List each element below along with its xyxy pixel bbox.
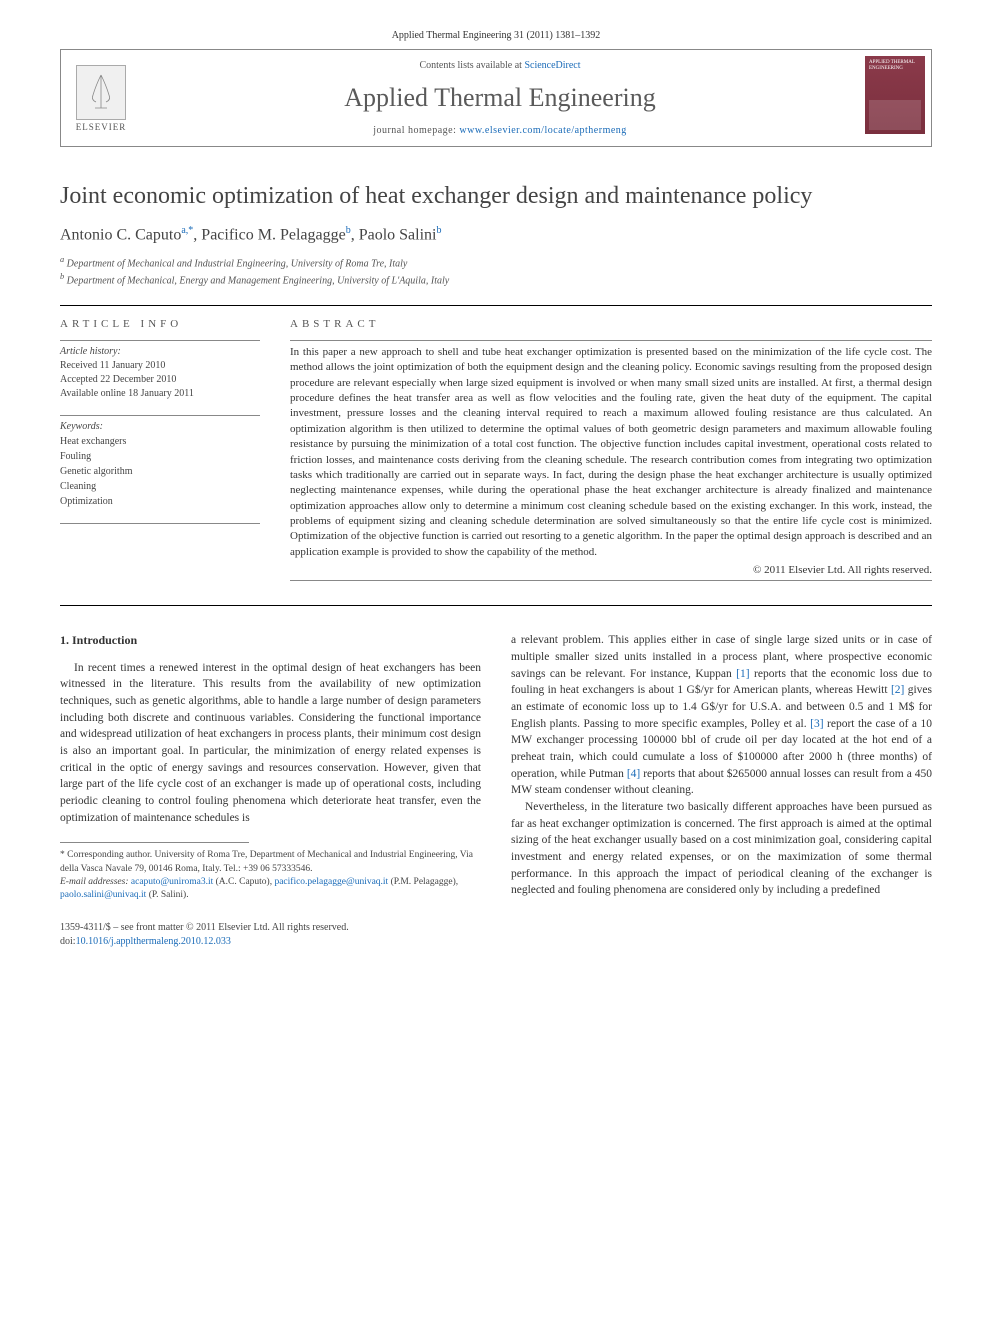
homepage-line: journal homepage: www.elsevier.com/locat… — [151, 125, 849, 136]
aff-text: Department of Mechanical, Energy and Man… — [67, 276, 450, 287]
doi-link[interactable]: 10.1016/j.applthermaleng.2010.12.033 — [76, 936, 231, 947]
doi-line: doi:10.1016/j.applthermaleng.2010.12.033 — [60, 935, 932, 949]
keywords-label: Keywords: — [60, 420, 260, 434]
history-label: Article history: — [60, 345, 260, 359]
ref-link[interactable]: [2] — [891, 684, 904, 696]
doi-prefix: doi: — [60, 936, 76, 947]
author-mark: a,* — [181, 225, 193, 236]
keyword: Heat exchangers — [60, 434, 260, 449]
body-paragraph: a relevant problem. This applies either … — [511, 632, 932, 799]
rule — [60, 605, 932, 606]
history-line: Accepted 22 December 2010 — [60, 373, 260, 387]
footer: 1359-4311/$ – see front matter © 2011 El… — [60, 921, 932, 949]
affiliations: a Department of Mechanical and Industria… — [60, 254, 932, 289]
rule — [290, 340, 932, 341]
article-info: ARTICLE INFO Article history: Received 1… — [60, 318, 260, 585]
keyword: Cleaning — [60, 479, 260, 494]
issn-line: 1359-4311/$ – see front matter © 2011 El… — [60, 921, 932, 935]
email-footnote: E-mail addresses: acaputo@uniroma3.it (A… — [60, 876, 481, 903]
aff-mark: b — [60, 272, 64, 281]
rule — [60, 415, 260, 416]
rule — [60, 523, 260, 524]
cover-image: APPLIED THERMAL ENGINEERING — [865, 56, 925, 134]
author: Paolo Salini — [359, 226, 437, 243]
affiliation: b Department of Mechanical, Energy and M… — [60, 271, 932, 288]
history-line: Available online 18 January 2011 — [60, 387, 260, 401]
header-center: Contents lists available at ScienceDirec… — [141, 50, 859, 146]
ref-link[interactable]: [4] — [627, 768, 640, 780]
info-abstract-row: ARTICLE INFO Article history: Received 1… — [60, 318, 932, 585]
body-paragraph: Nevertheless, in the literature two basi… — [511, 799, 932, 899]
email-who: (P. Salini) — [149, 890, 186, 900]
email-link[interactable]: acaputo@uniroma3.it — [131, 877, 213, 887]
body-columns: 1. Introduction In recent times a renewe… — [60, 632, 932, 902]
cover-thumbnail: APPLIED THERMAL ENGINEERING — [859, 50, 931, 146]
author-mark: b — [436, 225, 441, 236]
email-link[interactable]: paolo.salini@univaq.it — [60, 890, 146, 900]
journal-header: ELSEVIER Contents lists available at Sci… — [60, 49, 932, 147]
publisher-name: ELSEVIER — [76, 122, 127, 132]
contents-prefix: Contents lists available at — [419, 60, 524, 71]
keyword: Optimization — [60, 494, 260, 509]
abstract-heading: ABSTRACT — [290, 318, 932, 330]
cover-title: APPLIED THERMAL ENGINEERING — [869, 60, 921, 71]
keywords-list: Heat exchangers Fouling Genetic algorith… — [60, 434, 260, 509]
section-heading: 1. Introduction — [60, 632, 481, 649]
ref-link[interactable]: [1] — [736, 668, 749, 680]
corresponding-footnote: * Corresponding author. University of Ro… — [60, 849, 481, 876]
rule — [290, 580, 932, 581]
author: Antonio C. Caputo — [60, 226, 181, 243]
right-column: a relevant problem. This applies either … — [511, 632, 932, 902]
keyword: Genetic algorithm — [60, 464, 260, 479]
rule — [60, 340, 260, 341]
aff-mark: a — [60, 255, 64, 264]
homepage-link[interactable]: www.elsevier.com/locate/apthermeng — [459, 125, 626, 136]
email-link[interactable]: pacifico.pelagagge@univaq.it — [274, 877, 388, 887]
email-who: (P.M. Pelagagge) — [391, 877, 456, 887]
ref-link[interactable]: [3] — [810, 718, 823, 730]
aff-text: Department of Mechanical and Industrial … — [67, 258, 408, 269]
abstract-column: ABSTRACT In this paper a new approach to… — [290, 318, 932, 585]
keywords-block: Keywords: Heat exchangers Fouling Geneti… — [60, 420, 260, 509]
author: Pacifico M. Pelagagge — [201, 226, 345, 243]
footnote-separator — [60, 842, 249, 843]
affiliation: a Department of Mechanical and Industria… — [60, 254, 932, 271]
rule — [60, 305, 932, 306]
email-who: (A.C. Caputo) — [216, 877, 270, 887]
article-title: Joint economic optimization of heat exch… — [60, 182, 932, 211]
copyright: © 2011 Elsevier Ltd. All rights reserved… — [290, 564, 932, 576]
journal-name: Applied Thermal Engineering — [151, 83, 849, 113]
contents-line: Contents lists available at ScienceDirec… — [151, 60, 849, 71]
left-column: 1. Introduction In recent times a renewe… — [60, 632, 481, 902]
body-paragraph: In recent times a renewed interest in th… — [60, 660, 481, 827]
keyword: Fouling — [60, 449, 260, 464]
author-mark: b — [346, 225, 351, 236]
info-heading: ARTICLE INFO — [60, 318, 260, 330]
history-block: Article history: Received 11 January 201… — [60, 345, 260, 401]
publisher-logo: ELSEVIER — [61, 50, 141, 146]
sciencedirect-link[interactable]: ScienceDirect — [524, 60, 580, 71]
email-label: E-mail addresses: — [60, 877, 129, 887]
top-citation: Applied Thermal Engineering 31 (2011) 13… — [60, 30, 932, 41]
abstract-text: In this paper a new approach to shell an… — [290, 345, 932, 560]
homepage-prefix: journal homepage: — [373, 125, 459, 136]
elsevier-tree-icon — [76, 65, 126, 120]
history-line: Received 11 January 2010 — [60, 359, 260, 373]
authors: Antonio C. Caputoa,*, Pacifico M. Pelaga… — [60, 225, 932, 244]
